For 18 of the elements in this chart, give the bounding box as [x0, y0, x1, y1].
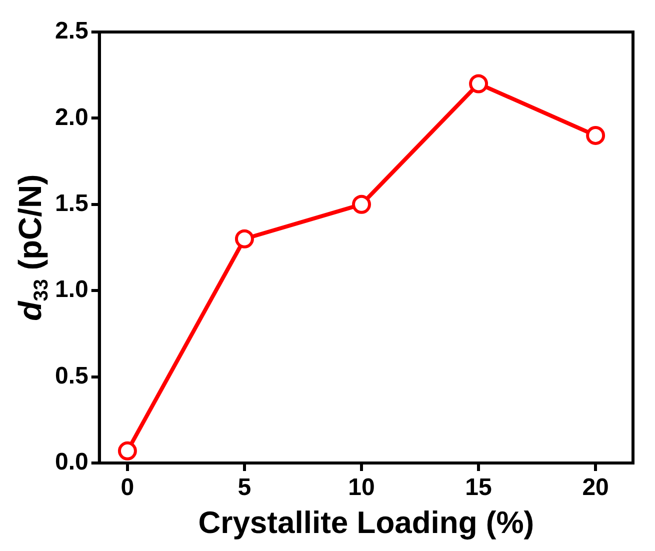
point [234, 229, 254, 248]
y-tick-label: 0.0 [54, 448, 88, 476]
point [586, 126, 606, 145]
x-axis-title: Crystallite Loading (%) [198, 504, 534, 540]
x-tick-label: 20 [582, 474, 609, 502]
y-axis-title: d33 (pC/N) [12, 174, 53, 321]
y-tick-label: 1.0 [54, 276, 88, 304]
y-tick-label: 2.0 [54, 104, 88, 131]
point [352, 194, 371, 214]
y-tick-label: 2.5 [54, 18, 88, 45]
y-tick-label: 0.5 [54, 362, 88, 390]
y-tick-label: 1.5 [54, 190, 88, 218]
point [118, 441, 137, 460]
point [469, 74, 488, 94]
x-tick-label: 0 [120, 474, 134, 502]
x-tick-label: 10 [348, 474, 375, 502]
x-tick-label: 15 [465, 474, 492, 502]
x-tick-label: 5 [238, 474, 252, 502]
